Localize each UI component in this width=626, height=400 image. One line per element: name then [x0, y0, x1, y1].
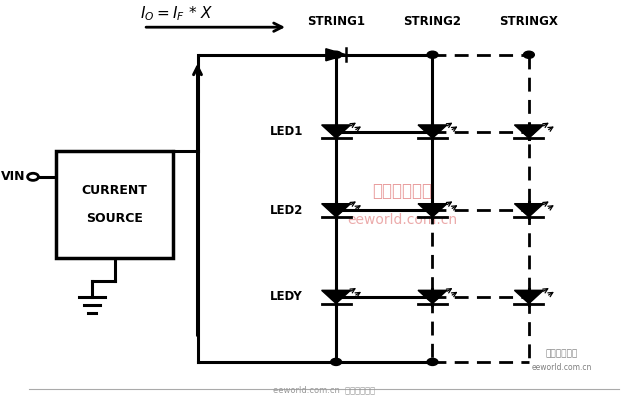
Polygon shape — [322, 204, 351, 217]
Text: LED2: LED2 — [270, 204, 303, 217]
Text: 電子工程世界: 電子工程世界 — [546, 350, 578, 358]
Text: STRING2: STRING2 — [404, 15, 461, 28]
Circle shape — [427, 128, 438, 135]
Circle shape — [523, 51, 535, 58]
Polygon shape — [326, 49, 346, 61]
Circle shape — [523, 128, 535, 135]
Circle shape — [427, 358, 438, 366]
Circle shape — [331, 51, 342, 58]
Circle shape — [427, 51, 438, 58]
Text: eeworld.com.cn: eeworld.com.cn — [532, 362, 592, 372]
Polygon shape — [322, 290, 351, 304]
Polygon shape — [515, 204, 543, 217]
Text: STRINGX: STRINGX — [500, 15, 558, 28]
Text: LED1: LED1 — [270, 125, 303, 138]
Circle shape — [331, 207, 342, 214]
Text: VIN: VIN — [1, 170, 26, 183]
Polygon shape — [418, 125, 447, 138]
Text: STRING1: STRING1 — [307, 15, 365, 28]
Circle shape — [331, 358, 342, 366]
Circle shape — [331, 128, 342, 135]
Polygon shape — [418, 204, 447, 217]
Polygon shape — [322, 125, 351, 138]
Polygon shape — [418, 290, 447, 304]
FancyBboxPatch shape — [56, 151, 173, 258]
Text: SOURCE: SOURCE — [86, 212, 143, 225]
Polygon shape — [515, 125, 543, 138]
Text: eeworld.com.cn: eeworld.com.cn — [347, 213, 458, 227]
Polygon shape — [515, 290, 543, 304]
Text: $I_O = I_F$ * X: $I_O = I_F$ * X — [140, 4, 213, 23]
Text: LEDY: LEDY — [270, 290, 303, 304]
Text: 電子產品世界: 電子產品世界 — [372, 182, 433, 200]
Circle shape — [523, 293, 535, 300]
Circle shape — [427, 207, 438, 214]
Text: eeworld.com.cn  電子工程世界: eeworld.com.cn 電子工程世界 — [273, 385, 375, 394]
Text: CURRENT: CURRENT — [82, 184, 148, 197]
Circle shape — [331, 293, 342, 300]
Circle shape — [523, 207, 535, 214]
Circle shape — [427, 293, 438, 300]
